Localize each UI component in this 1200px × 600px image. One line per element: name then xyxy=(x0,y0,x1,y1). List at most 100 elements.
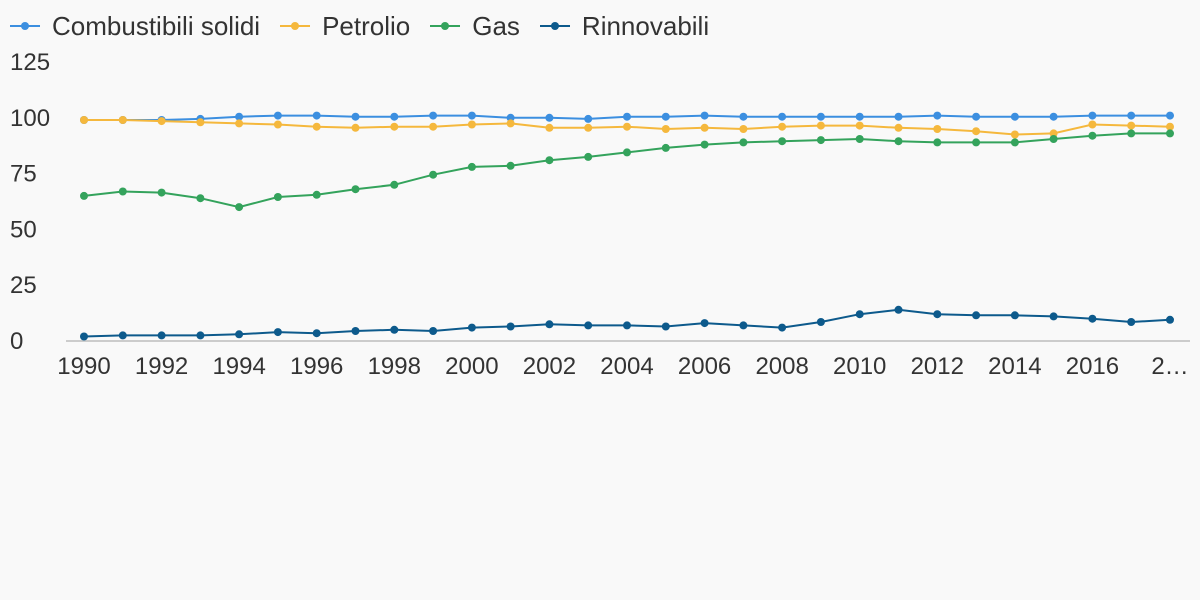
data-point-rinnovabili[interactable] xyxy=(1127,318,1136,326)
data-point-gas[interactable] xyxy=(157,188,166,197)
data-point-combustibili-solidi[interactable] xyxy=(1166,111,1174,120)
data-point-petrolio[interactable] xyxy=(1010,130,1019,139)
data-point-petrolio[interactable] xyxy=(584,123,593,132)
data-point-rinnovabili[interactable] xyxy=(157,331,166,340)
data-point-petrolio[interactable] xyxy=(1127,121,1136,130)
data-point-gas[interactable] xyxy=(273,193,282,201)
data-point-petrolio[interactable] xyxy=(894,123,903,132)
data-point-rinnovabili[interactable] xyxy=(778,323,787,332)
data-point-gas[interactable] xyxy=(1088,131,1097,140)
data-point-gas[interactable] xyxy=(80,191,88,200)
data-point-rinnovabili[interactable] xyxy=(623,321,631,330)
data-point-petrolio[interactable] xyxy=(429,122,438,131)
data-point-gas[interactable] xyxy=(545,156,554,165)
data-point-petrolio[interactable] xyxy=(118,116,127,124)
data-point-rinnovabili[interactable] xyxy=(80,332,88,341)
data-point-rinnovabili[interactable] xyxy=(545,320,554,329)
data-point-petrolio[interactable] xyxy=(390,122,399,131)
data-point-petrolio[interactable] xyxy=(1088,120,1097,129)
data-point-gas[interactable] xyxy=(933,138,942,147)
data-point-rinnovabili[interactable] xyxy=(1049,312,1058,321)
data-point-combustibili-solidi[interactable] xyxy=(584,114,593,123)
data-point-petrolio[interactable] xyxy=(1049,129,1058,138)
data-point-gas[interactable] xyxy=(1049,135,1058,143)
data-point-combustibili-solidi[interactable] xyxy=(816,112,825,121)
data-point-rinnovabili[interactable] xyxy=(972,311,981,320)
data-point-combustibili-solidi[interactable] xyxy=(855,112,864,121)
data-point-combustibili-solidi[interactable] xyxy=(273,111,282,120)
legend-item-petrolio[interactable]: Petrolio xyxy=(280,8,410,44)
data-point-gas[interactable] xyxy=(778,137,787,146)
data-point-petrolio[interactable] xyxy=(1166,122,1174,131)
data-point-combustibili-solidi[interactable] xyxy=(429,111,438,120)
data-point-gas[interactable] xyxy=(118,187,127,196)
data-point-petrolio[interactable] xyxy=(312,122,321,131)
data-point-gas[interactable] xyxy=(816,136,825,145)
data-point-petrolio[interactable] xyxy=(196,118,205,127)
data-point-petrolio[interactable] xyxy=(273,120,282,129)
data-point-petrolio[interactable] xyxy=(623,122,631,131)
data-point-rinnovabili[interactable] xyxy=(312,329,321,338)
data-point-combustibili-solidi[interactable] xyxy=(467,111,476,120)
data-point-gas[interactable] xyxy=(661,143,670,152)
data-point-petrolio[interactable] xyxy=(545,123,554,132)
data-point-gas[interactable] xyxy=(429,170,438,179)
legend-item-rinnovabili[interactable]: Rinnovabili xyxy=(539,8,709,44)
data-point-rinnovabili[interactable] xyxy=(1088,314,1097,323)
data-point-combustibili-solidi[interactable] xyxy=(894,112,903,121)
data-point-petrolio[interactable] xyxy=(972,127,981,136)
data-point-rinnovabili[interactable] xyxy=(429,327,438,335)
data-point-rinnovabili[interactable] xyxy=(467,323,476,332)
data-point-petrolio[interactable] xyxy=(816,121,825,130)
data-point-gas[interactable] xyxy=(623,148,631,157)
data-point-combustibili-solidi[interactable] xyxy=(1049,112,1058,121)
data-point-gas[interactable] xyxy=(390,180,399,189)
data-point-gas[interactable] xyxy=(1127,129,1136,138)
data-point-rinnovabili[interactable] xyxy=(661,322,670,331)
data-point-combustibili-solidi[interactable] xyxy=(506,113,515,122)
data-point-rinnovabili[interactable] xyxy=(118,331,127,340)
data-point-combustibili-solidi[interactable] xyxy=(1088,111,1097,120)
data-point-rinnovabili[interactable] xyxy=(739,321,748,330)
data-point-petrolio[interactable] xyxy=(855,121,864,130)
data-point-rinnovabili[interactable] xyxy=(235,330,244,339)
data-point-gas[interactable] xyxy=(467,162,476,171)
data-point-combustibili-solidi[interactable] xyxy=(933,111,942,120)
data-point-combustibili-solidi[interactable] xyxy=(1127,111,1136,120)
data-point-combustibili-solidi[interactable] xyxy=(739,112,748,121)
data-point-gas[interactable] xyxy=(584,152,593,161)
data-point-gas[interactable] xyxy=(700,140,709,149)
data-point-rinnovabili[interactable] xyxy=(933,310,942,319)
data-point-gas[interactable] xyxy=(739,138,748,147)
data-point-rinnovabili[interactable] xyxy=(273,328,282,337)
data-point-petrolio[interactable] xyxy=(700,123,709,132)
data-point-combustibili-solidi[interactable] xyxy=(235,112,244,121)
data-point-rinnovabili[interactable] xyxy=(506,322,515,331)
data-point-gas[interactable] xyxy=(351,185,360,194)
data-point-combustibili-solidi[interactable] xyxy=(312,111,321,120)
data-point-petrolio[interactable] xyxy=(933,125,942,133)
data-point-rinnovabili[interactable] xyxy=(855,310,864,319)
data-point-combustibili-solidi[interactable] xyxy=(545,113,554,122)
data-point-rinnovabili[interactable] xyxy=(894,305,903,314)
data-point-rinnovabili[interactable] xyxy=(351,327,360,335)
data-point-petrolio[interactable] xyxy=(157,117,166,126)
data-point-gas[interactable] xyxy=(1166,129,1174,138)
data-point-gas[interactable] xyxy=(1010,138,1019,147)
data-point-rinnovabili[interactable] xyxy=(196,331,205,340)
data-point-petrolio[interactable] xyxy=(351,123,360,132)
data-point-petrolio[interactable] xyxy=(739,125,748,133)
data-point-combustibili-solidi[interactable] xyxy=(351,112,360,121)
data-point-petrolio[interactable] xyxy=(661,125,670,133)
data-point-combustibili-solidi[interactable] xyxy=(700,111,709,120)
data-point-gas[interactable] xyxy=(894,137,903,146)
data-point-gas[interactable] xyxy=(196,194,205,203)
data-point-combustibili-solidi[interactable] xyxy=(972,112,981,121)
data-point-gas[interactable] xyxy=(972,138,981,147)
legend-item-combustibili-solidi[interactable]: Combustibili solidi xyxy=(10,8,260,44)
data-point-petrolio[interactable] xyxy=(506,119,515,128)
data-point-gas[interactable] xyxy=(235,203,244,212)
data-point-rinnovabili[interactable] xyxy=(816,318,825,326)
data-point-combustibili-solidi[interactable] xyxy=(661,112,670,121)
data-point-combustibili-solidi[interactable] xyxy=(623,112,631,121)
